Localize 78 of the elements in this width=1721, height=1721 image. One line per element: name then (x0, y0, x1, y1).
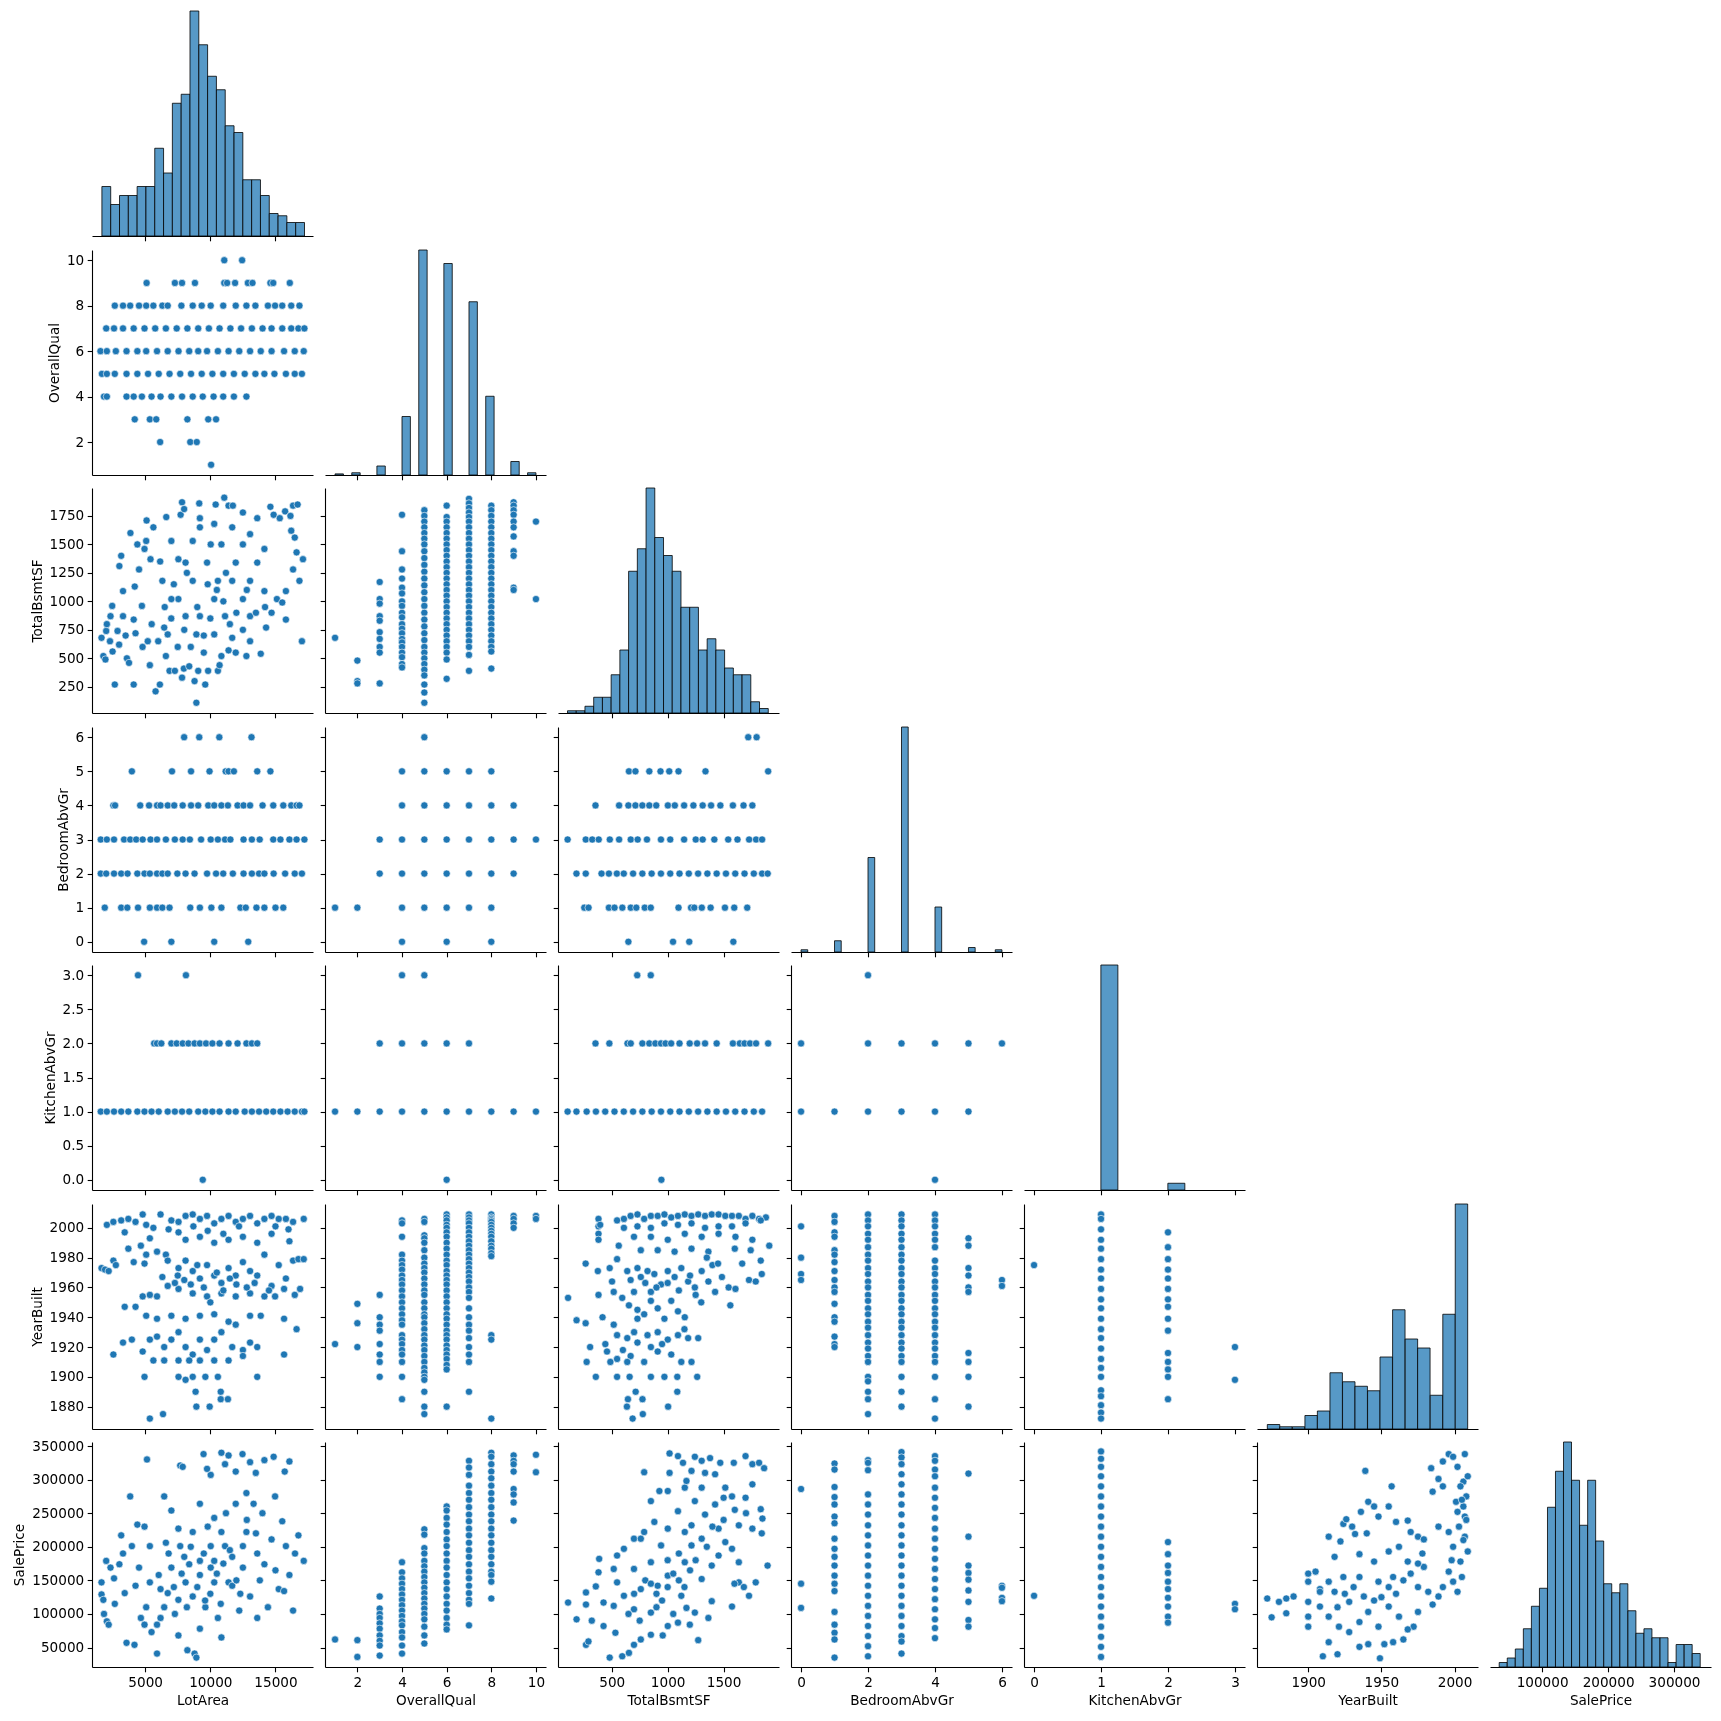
y-tick-label: 1.0 (62, 1103, 85, 1120)
y-tick-label: 6 (75, 728, 85, 745)
x-tick-label: 4 (931, 1673, 940, 1690)
x-axis-title: BedroomAbvGr (850, 1692, 955, 1709)
y-tick-label: 2.0 (62, 1034, 85, 1051)
y-tick-label: 2000 (49, 1218, 85, 1235)
y-tick-label: 150000 (32, 1571, 85, 1588)
y-tick-label: 1000 (49, 592, 85, 609)
y-tick-label: 1940 (49, 1308, 85, 1325)
y-tick-label: 1750 (49, 507, 85, 524)
y-tick-label: 300000 (32, 1471, 85, 1488)
x-tick-label: 2 (864, 1673, 873, 1690)
y-tick-label: 1 (75, 898, 85, 915)
x-tick-label: 1900 (1291, 1673, 1327, 1690)
x-tick-label: 6 (998, 1673, 1007, 1690)
y-tick-label: 6 (75, 342, 85, 359)
y-tick-label: 0 (75, 932, 85, 949)
x-tick-label: 3 (1231, 1673, 1240, 1690)
y-tick-label: 750 (58, 621, 85, 638)
y-tick-label: 1900 (49, 1367, 85, 1384)
y-tick-label: 1980 (49, 1248, 85, 1265)
x-tick-label: 0 (797, 1673, 806, 1690)
x-tick-label: 1950 (1364, 1673, 1400, 1690)
y-tick-label: 500 (58, 649, 85, 666)
y-tick-label: 2 (75, 864, 85, 881)
x-tick-label: 100000 (1516, 1673, 1569, 1690)
x-tick-label: 8 (487, 1673, 497, 1690)
y-tick-label: 0.0 (62, 1171, 85, 1188)
y-tick-label: 4 (75, 387, 85, 404)
x-axis-title: TotalBsmtSF (626, 1692, 711, 1709)
x-tick-label: 5000 (128, 1673, 163, 1690)
x-axis-title: KitchenAbvGr (1088, 1692, 1182, 1709)
x-tick-label: 4 (398, 1673, 407, 1690)
x-tick-label: 10 (527, 1673, 546, 1690)
y-tick-label: 350000 (32, 1437, 85, 1454)
x-tick-label: 1 (1097, 1673, 1106, 1690)
y-axis-title: YearBuilt (28, 1286, 45, 1348)
x-axis-title: LotArea (176, 1692, 230, 1709)
x-tick-label: 2 (353, 1673, 363, 1690)
y-axis-title: BedroomAbvGr (54, 787, 71, 892)
x-axis-title: SalePrice (1569, 1692, 1633, 1709)
y-tick-label: 250 (58, 678, 85, 695)
y-tick-label: 5 (75, 762, 85, 779)
y-axis-title: SalePrice (11, 1523, 28, 1587)
x-tick-label: 2 (1164, 1673, 1173, 1690)
y-tick-label: 250000 (32, 1504, 85, 1521)
y-tick-label: 1.5 (62, 1069, 85, 1085)
x-tick-label: 15000 (254, 1673, 298, 1690)
x-tick-label: 200000 (1582, 1673, 1635, 1690)
x-tick-label: 6 (442, 1673, 452, 1690)
y-tick-label: 4 (75, 796, 85, 813)
x-tick-label: 2000 (1437, 1673, 1473, 1690)
y-tick-label: 2 (75, 433, 85, 450)
y-axis-title: TotalBsmtSF (28, 559, 45, 644)
y-tick-label: 8 (75, 296, 85, 313)
x-tick-label: 1000 (650, 1673, 686, 1690)
x-tick-label: 1500 (706, 1673, 742, 1690)
y-tick-label: 0.5 (62, 1137, 85, 1154)
x-tick-label: 10000 (189, 1673, 233, 1690)
y-tick-label: 1250 (49, 564, 85, 581)
x-tick-label: 300000 (1648, 1673, 1701, 1690)
y-tick-label: 100000 (32, 1605, 85, 1622)
y-tick-label: 1880 (49, 1397, 85, 1414)
y-axis-title: KitchenAbvGr (41, 1031, 58, 1125)
x-axis-title: OverallQual (395, 1692, 477, 1709)
y-tick-label: 1920 (49, 1338, 85, 1355)
y-tick-label: 1500 (49, 535, 85, 552)
x-axis-title: YearBuilt (1337, 1692, 1398, 1709)
y-tick-label: 200000 (32, 1538, 85, 1555)
y-axis-title: OverallQual (45, 322, 62, 403)
y-tick-label: 3 (75, 830, 85, 847)
y-tick-label: 50000 (40, 1639, 85, 1656)
y-tick-label: 2.5 (62, 1000, 85, 1017)
x-tick-label: 500 (599, 1673, 626, 1690)
x-tick-label: 0 (1030, 1673, 1039, 1690)
y-tick-label: 3.0 (62, 966, 85, 983)
y-tick-label: 1960 (49, 1278, 85, 1295)
y-tick-label: 10 (66, 251, 85, 268)
